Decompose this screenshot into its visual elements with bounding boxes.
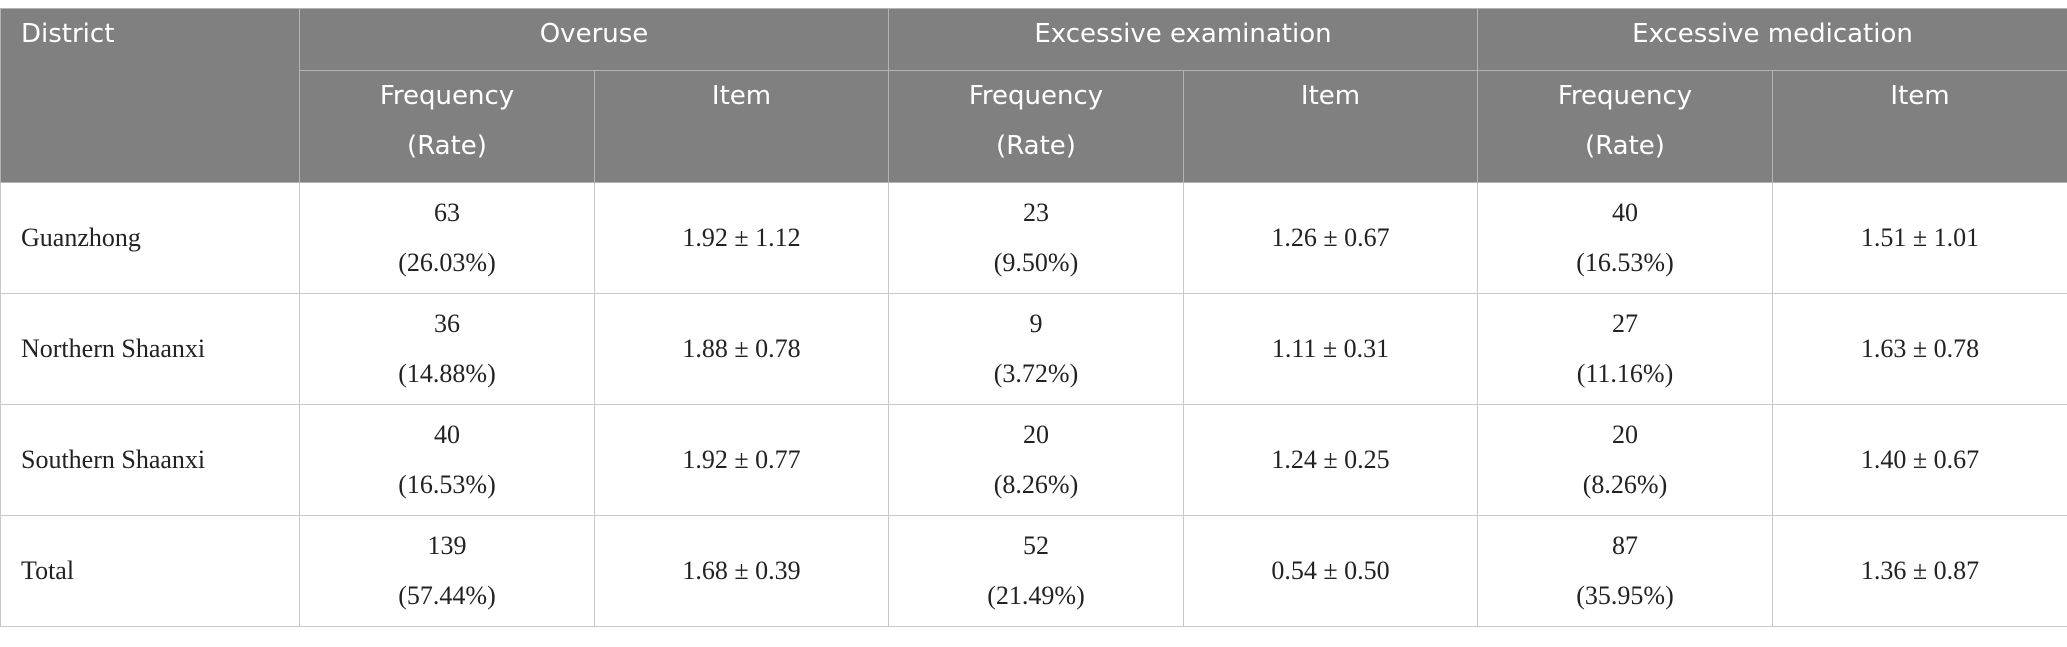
header-subcolumn-row: Frequency (Rate) Item Frequency (Rate) I…: [1, 70, 2067, 183]
frequency-value: 9: [1029, 309, 1043, 338]
frequency-label: Frequency: [968, 81, 1104, 111]
frequency-value: 36: [434, 309, 460, 338]
excessive-medication-group-header: Excessive medication: [1476, 8, 2067, 71]
rate-label: (Rate): [996, 131, 1076, 161]
rate-value: (3.72%): [993, 359, 1079, 388]
overuse-frequency-header: Frequency (Rate): [299, 70, 595, 183]
table-header: District Overuse Excessive examination E…: [0, 8, 2067, 183]
table-row: Northern Shaanxi 36 (14.88%) 1.88 ± 0.78 …: [0, 293, 2067, 405]
frequency-value: 20: [1612, 420, 1638, 449]
district-overuse-table: District Overuse Excessive examination E…: [0, 8, 2067, 627]
excessive-examination-group-header: Excessive examination: [888, 8, 1478, 71]
overuse-frequency-cell: 36 (14.88%): [299, 293, 595, 405]
rate-value: (11.16%): [1576, 359, 1674, 388]
rate-value: (16.53%): [1576, 248, 1674, 277]
examination-frequency-cell: 23 (9.50%): [888, 182, 1184, 294]
frequency-value: 20: [1023, 420, 1049, 449]
overuse-group-header: Overuse: [299, 8, 889, 71]
frequency-value: 52: [1023, 531, 1049, 560]
frequency-value: 23: [1023, 198, 1049, 227]
overuse-item-cell: 1.92 ± 1.12: [594, 182, 889, 294]
rate-value: (8.26%): [993, 470, 1079, 499]
overuse-frequency-cell: 63 (26.03%): [299, 182, 595, 294]
overuse-item-cell: 1.92 ± 0.77: [594, 404, 889, 516]
frequency-label: Frequency: [379, 81, 515, 111]
examination-item-cell: 1.24 ± 0.25: [1183, 404, 1478, 516]
overuse-frequency-cell: 40 (16.53%): [299, 404, 595, 516]
district-cell: Guanzhong: [0, 182, 300, 294]
table-body: Guanzhong 63 (26.03%) 1.92 ± 1.12 23 (9.50…: [0, 182, 2067, 627]
frequency-value: 63: [434, 198, 460, 227]
medication-frequency-cell: 27 (11.16%): [1477, 293, 1773, 405]
frequency-value: 27: [1612, 309, 1638, 338]
overuse-item-cell: 1.88 ± 0.78: [594, 293, 889, 405]
frequency-value: 40: [1612, 198, 1638, 227]
frequency-value: 87: [1612, 531, 1638, 560]
rate-value: (14.88%): [398, 359, 496, 388]
examination-item-cell: 1.26 ± 0.67: [1183, 182, 1478, 294]
rate-label: (Rate): [1585, 131, 1665, 161]
medication-frequency-header: Frequency (Rate): [1477, 70, 1773, 183]
rate-value: (35.95%): [1576, 581, 1674, 610]
overuse-item-header: Item: [594, 70, 889, 183]
table-row: Southern Shaanxi 40 (16.53%) 1.92 ± 0.77 …: [0, 404, 2067, 516]
examination-frequency-header: Frequency (Rate): [888, 70, 1184, 183]
examination-frequency-cell: 20 (8.26%): [888, 404, 1184, 516]
medication-item-cell: 1.40 ± 0.67: [1771, 404, 2067, 516]
examination-item-cell: 1.11 ± 0.31: [1183, 293, 1478, 405]
medication-item-cell: 1.36 ± 0.87: [1771, 515, 2067, 627]
frequency-value: 139: [427, 531, 467, 560]
frequency-label: Frequency: [1557, 81, 1693, 111]
examination-item-cell: 0.54 ± 0.50: [1183, 515, 1478, 627]
overuse-item-cell: 1.68 ± 0.39: [594, 515, 889, 627]
medication-frequency-cell: 40 (16.53%): [1477, 182, 1773, 294]
district-cell: Southern Shaanxi: [0, 404, 300, 516]
examination-frequency-cell: 52 (21.49%): [888, 515, 1184, 627]
medication-item-header: Item: [1771, 70, 2067, 183]
rate-label: (Rate): [407, 131, 487, 161]
rate-value: (8.26%): [1582, 470, 1668, 499]
medication-item-cell: 1.51 ± 1.01: [1771, 182, 2067, 294]
rate-value: (57.44%): [398, 581, 496, 610]
rate-value: (21.49%): [987, 581, 1085, 610]
examination-frequency-cell: 9 (3.72%): [888, 293, 1184, 405]
examination-item-header: Item: [1183, 70, 1478, 183]
rate-value: (16.53%): [398, 470, 496, 499]
header-group-row: District Overuse Excessive examination E…: [0, 8, 2067, 183]
overuse-frequency-cell: 139 (57.44%): [299, 515, 595, 627]
district-cell: Northern Shaanxi: [0, 293, 300, 405]
rate-value: (9.50%): [993, 248, 1079, 277]
district-column-header: District: [0, 8, 300, 183]
rate-value: (26.03%): [398, 248, 496, 277]
table-row: Guanzhong 63 (26.03%) 1.92 ± 1.12 23 (9.50…: [0, 182, 2067, 294]
table-row-total: Total 139 (57.44%) 1.68 ± 0.39 52 (21.49%)…: [0, 515, 2067, 627]
medication-frequency-cell: 20 (8.26%): [1477, 404, 1773, 516]
medication-item-cell: 1.63 ± 0.78: [1771, 293, 2067, 405]
district-cell: Total: [0, 515, 300, 627]
frequency-value: 40: [434, 420, 460, 449]
medication-frequency-cell: 87 (35.95%): [1477, 515, 1773, 627]
